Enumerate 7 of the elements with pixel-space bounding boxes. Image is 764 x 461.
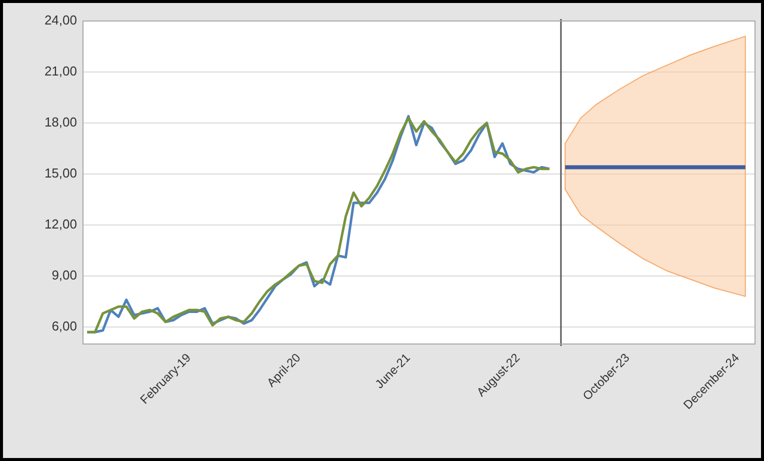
y-tick-label: 24,00 (44, 12, 77, 28)
y-tick-label: 12,00 (44, 216, 77, 232)
y-tick-label: 18,00 (44, 114, 77, 130)
y-tick-label: 21,00 (44, 64, 77, 79)
y-tick-label: 9,00 (52, 268, 77, 283)
y-tick-label: 6,00 (52, 318, 77, 334)
y-tick-label: 15,00 (44, 166, 77, 181)
